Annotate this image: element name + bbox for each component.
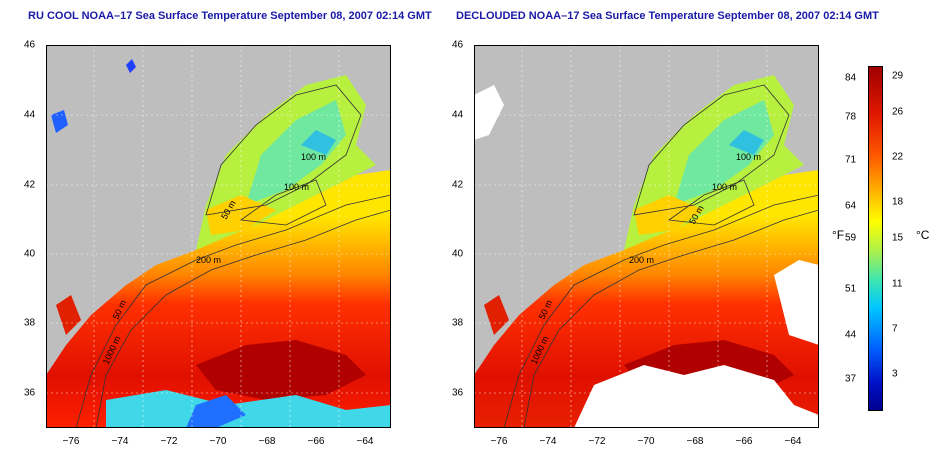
- temperature-colorbar: [868, 66, 883, 411]
- lat-tick: 38: [452, 317, 464, 329]
- colorbar-c-tick: 15: [892, 232, 904, 244]
- lat-tick: 38: [24, 317, 36, 329]
- lat-tick: 36: [24, 387, 36, 399]
- lon-tick: −72: [588, 436, 606, 447]
- lon-tick: −64: [356, 436, 374, 447]
- colorbar-c-tick: 11: [892, 278, 903, 290]
- lat-tick: 44: [24, 109, 36, 121]
- lon-tick: −66: [307, 436, 325, 447]
- colorbar-c-tick: 22: [892, 151, 904, 163]
- sst-map-right-image: 100 m 100 m 50 m 200 m 50 m 1000 m: [474, 45, 820, 429]
- lon-tick: −74: [111, 436, 129, 447]
- colorbar-c-tick: 26: [892, 106, 904, 118]
- lon-tick: −68: [258, 436, 276, 447]
- left-panel-title: RU COOL NOAA–17 Sea Surface Temperature …: [28, 10, 432, 22]
- lon-tick: −66: [735, 436, 753, 447]
- contour-label: 200 m: [629, 255, 654, 265]
- colorbar-f-tick: 64: [845, 200, 857, 212]
- colorbar-f-tick: 78: [845, 111, 857, 123]
- sst-map-left: 100 m 100 m 50 m 200 m 50 m 1000 m 46 44…: [24, 40, 392, 447]
- colorbar-c-tick: 29: [892, 70, 904, 82]
- lon-tick: −74: [539, 436, 557, 447]
- colorbar-f-tick: 44: [845, 329, 857, 341]
- lon-tick: −72: [160, 436, 178, 447]
- contour-label: 100 m: [712, 182, 737, 192]
- lat-tick: 40: [452, 248, 464, 260]
- lat-tick: 46: [24, 39, 36, 51]
- colorbar-c-tick: 3: [892, 368, 898, 380]
- colorbar-c-tick: 18: [892, 196, 904, 208]
- lat-tick: 42: [24, 179, 36, 191]
- lon-tick: −76: [490, 436, 508, 447]
- sst-map-right: 100 m 100 m 50 m 200 m 50 m 1000 m 46 44…: [452, 40, 820, 447]
- lon-tick: −68: [686, 436, 704, 447]
- colorbar-c-tick: 7: [892, 323, 898, 335]
- colorbar-f-tick: 51: [845, 283, 857, 295]
- lat-tick: 40: [24, 248, 36, 260]
- lat-tick: 46: [452, 39, 464, 51]
- contour-label: 100 m: [284, 182, 309, 192]
- colorbar-f-tick: 84: [845, 72, 857, 84]
- colorbar-f-tick: 71: [845, 154, 857, 166]
- colorbar-f-tick: 59: [845, 232, 857, 244]
- lon-tick: −70: [209, 436, 227, 447]
- contour-label: 100 m: [301, 152, 326, 162]
- lon-tick: −70: [637, 436, 655, 447]
- sst-map-left-image: 100 m 100 m 50 m 200 m 50 m 1000 m: [46, 45, 392, 429]
- lon-tick: −64: [784, 436, 802, 447]
- right-panel-title: DECLOUDED NOAA–17 Sea Surface Temperatur…: [456, 10, 879, 22]
- celsius-unit-label: °C: [916, 228, 930, 242]
- lat-tick: 36: [452, 387, 464, 399]
- colorbar-f-tick: 37: [845, 373, 857, 385]
- contour-label: 100 m: [736, 152, 761, 162]
- contour-label: 200 m: [196, 255, 221, 265]
- lat-tick: 44: [452, 109, 464, 121]
- lat-tick: 42: [452, 179, 464, 191]
- lon-tick: −76: [62, 436, 80, 447]
- fahrenheit-unit-label: °F: [832, 228, 845, 242]
